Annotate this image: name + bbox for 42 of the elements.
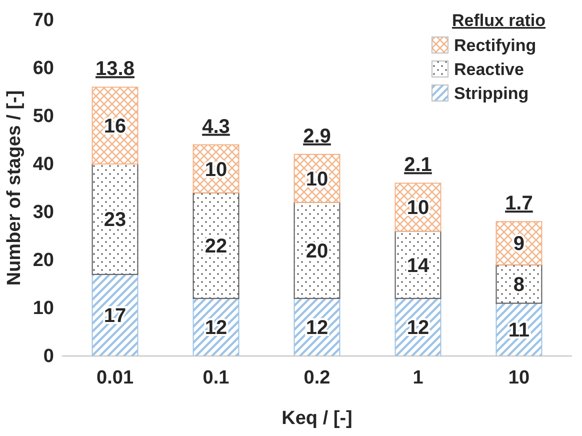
annotation: 2.1 — [404, 154, 432, 176]
data-label: 12 — [204, 317, 228, 340]
legend-title: Reflux ratio — [452, 11, 546, 30]
y-tick-label: 50 — [32, 106, 54, 128]
data-label: 14 — [406, 254, 430, 277]
data-label: 16 — [104, 116, 126, 138]
x-tick-label: 10 — [508, 367, 530, 388]
y-tick-label: 20 — [32, 250, 54, 272]
data-label: 20 — [306, 240, 328, 262]
data-label: 9 — [513, 233, 525, 256]
legend-label: Stripping — [454, 84, 529, 103]
y-tick-label: 40 — [32, 154, 54, 176]
legend-label: Reactive — [454, 60, 524, 79]
y-tick-label: 10 — [32, 298, 54, 320]
data-label: 22 — [204, 236, 228, 258]
annotation: 2.9 — [303, 125, 331, 148]
x-tick-label: 0.1 — [202, 367, 230, 388]
bar — [92, 164, 138, 275]
annotation: 1.7 — [505, 192, 533, 215]
annotation: 4.3 — [202, 116, 230, 138]
data-label: 17 — [104, 305, 126, 328]
data-label: 10 — [306, 168, 328, 190]
data-label: 12 — [406, 317, 430, 340]
bar — [192, 192, 240, 299]
x-tick-label: 0.2 — [304, 367, 330, 388]
x-tick-label: 1 — [412, 367, 424, 388]
data-label: 10 — [204, 158, 228, 181]
data-label: 23 — [104, 209, 126, 232]
data-label: 10 — [406, 197, 430, 220]
y-tick-label: 30 — [32, 202, 54, 224]
annotation: 13.8 — [96, 58, 134, 80]
x-tick-label: 0.01 — [96, 367, 134, 388]
data-label: 12 — [306, 317, 328, 340]
y-tick-label: 0 — [43, 346, 54, 368]
legend-label: Rectifying — [454, 36, 536, 55]
y-axis-title: Number of stages / [-] — [4, 90, 25, 286]
data-label: 11 — [508, 320, 530, 342]
y-tick-label: 70 — [32, 10, 54, 32]
data-label: 8 — [513, 274, 525, 296]
x-axis-title: Keq / [-] — [282, 408, 352, 429]
bar — [92, 274, 138, 356]
y-tick-label: 60 — [32, 58, 54, 80]
